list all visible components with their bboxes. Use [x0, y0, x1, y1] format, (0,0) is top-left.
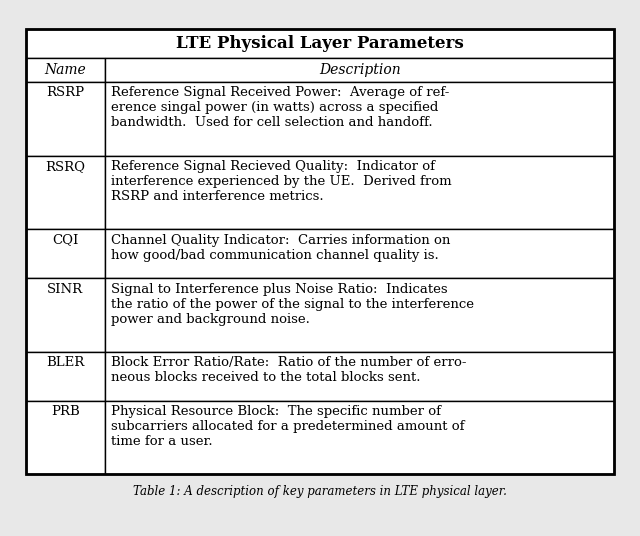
Bar [105, 401, 614, 474]
Text: Signal to Interference plus Noise Ratio:  Indicates
the ratio of the power of th: Signal to Interference plus Noise Ratio:… [111, 282, 474, 325]
Bar [26, 352, 105, 401]
Text: Reference Signal Received Power:  Average of ref-
erence singal power (in watts): Reference Signal Received Power: Average… [111, 86, 450, 130]
Bar [105, 229, 614, 278]
Bar [26, 29, 614, 474]
Bar [105, 278, 614, 352]
Bar [105, 352, 614, 401]
Bar [26, 229, 105, 278]
Text: Channel Quality Indicator:  Carries information on
how good/bad communication ch: Channel Quality Indicator: Carries infor… [111, 234, 451, 262]
Text: LTE Physical Layer Parameters: LTE Physical Layer Parameters [176, 35, 464, 52]
Bar [105, 58, 614, 82]
Bar [26, 82, 105, 156]
Text: Name: Name [44, 63, 86, 77]
Bar [26, 58, 105, 82]
Text: SINR: SINR [47, 282, 83, 295]
Bar [26, 278, 105, 352]
Text: CQI: CQI [52, 234, 79, 247]
Text: RSRP: RSRP [46, 86, 84, 100]
Bar [105, 156, 614, 229]
Bar [26, 29, 614, 474]
Text: PRB: PRB [51, 405, 80, 418]
Bar [105, 82, 614, 156]
Text: Block Error Ratio/Rate:  Ratio of the number of erro-
neous blocks received to t: Block Error Ratio/Rate: Ratio of the num… [111, 356, 467, 384]
Text: Description: Description [319, 63, 401, 77]
Bar [26, 29, 614, 58]
Text: Table 1: A description of key parameters in LTE physical layer.: Table 1: A description of key parameters… [133, 485, 507, 498]
Bar [26, 401, 105, 474]
Bar [26, 156, 105, 229]
Text: RSRQ: RSRQ [45, 160, 85, 173]
Text: BLER: BLER [46, 356, 84, 369]
Text: Physical Resource Block:  The specific number of
subcarriers allocated for a pre: Physical Resource Block: The specific nu… [111, 405, 465, 448]
Text: Reference Signal Recieved Quality:  Indicator of
interference experienced by the: Reference Signal Recieved Quality: Indic… [111, 160, 452, 203]
